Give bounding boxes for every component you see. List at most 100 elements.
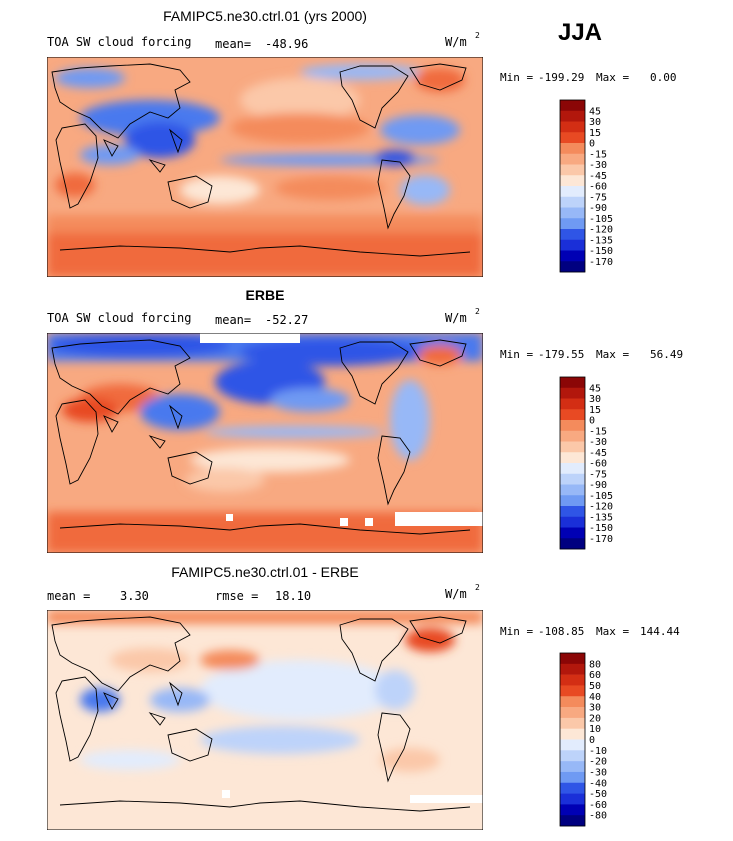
colorbar-tick-label: -120 — [589, 502, 613, 513]
colorbar-box — [560, 229, 585, 241]
colorbar-tick-label: -30 — [589, 437, 607, 448]
colorbar-tick-label: -150 — [589, 523, 613, 534]
colorbar-tick-label: 10 — [589, 724, 601, 735]
min-label: Min = — [500, 625, 533, 638]
colorbar-box — [560, 728, 585, 740]
colorbar-box — [560, 663, 585, 675]
variable-label: TOA SW cloud forcing — [47, 311, 192, 325]
colorbar-box — [560, 473, 585, 485]
colorbar-box — [560, 653, 585, 665]
colorbar-tick-label: 30 — [589, 117, 601, 128]
colorbar-tick-label: -60 — [589, 459, 607, 470]
min-label: Min = — [500, 71, 533, 84]
colorbar-box — [560, 100, 585, 112]
colorbar-box — [560, 452, 585, 464]
min-label: Min = — [500, 348, 533, 361]
colorbar-tick-label: 0 — [589, 139, 595, 150]
colorbar-box — [560, 409, 585, 421]
colorbar-tick-label: 45 — [589, 106, 601, 117]
colorbar-box — [560, 121, 585, 133]
colorbar-box — [560, 153, 585, 165]
colorbar-tick-label: -105 — [589, 214, 613, 225]
colorbar-box — [560, 420, 585, 432]
colorbar-box — [560, 506, 585, 518]
mean-value: -48.96 — [265, 37, 308, 51]
colorbar-tick-label: -90 — [589, 203, 607, 214]
colorbar-box — [560, 782, 585, 794]
panel-difference: FAMIPC5.ne30.ctrl.01 - ERBE mean = 3.30 … — [47, 564, 680, 830]
colorbar-box — [560, 261, 585, 273]
colorbar-box — [560, 239, 585, 251]
colorbar-box — [560, 707, 585, 719]
map-field — [47, 610, 483, 830]
colorbar-tick-label: -105 — [589, 491, 613, 502]
colorbar: 4530150-15-30-45-60-75-90-105-120-135-15… — [559, 376, 613, 550]
colorbar-box — [560, 186, 585, 198]
variable-label: TOA SW cloud forcing — [47, 35, 192, 49]
colorbar-tick-label: -45 — [589, 448, 607, 459]
colorbar-tick-label: 45 — [589, 383, 601, 394]
colorbar-tick-label: 30 — [589, 703, 601, 714]
panel-model: FAMIPC5.ne30.ctrl.01 (yrs 2000) TOA SW c… — [47, 8, 677, 277]
colorbar-box — [560, 218, 585, 230]
svg-text:W/m: W/m — [445, 311, 467, 325]
colorbar-box — [560, 196, 585, 208]
units-label: W/m 2 — [445, 307, 480, 325]
map-field — [47, 333, 483, 553]
colorbar: 4530150-15-30-45-60-75-90-105-120-135-15… — [559, 99, 613, 273]
colorbar-box — [560, 516, 585, 528]
colorbar-tick-label: 15 — [589, 405, 601, 416]
svg-text:W/m: W/m — [445, 35, 467, 49]
colorbar-box — [560, 143, 585, 155]
colorbar-tick-label: -170 — [589, 257, 613, 268]
colorbar-box — [560, 750, 585, 762]
colorbar-box — [560, 164, 585, 176]
colorbar-box — [560, 387, 585, 399]
colorbar-tick-label: -30 — [589, 767, 607, 778]
panel-title: FAMIPC5.ne30.ctrl.01 - ERBE — [171, 564, 359, 580]
colorbar-tick-label: -75 — [589, 469, 607, 480]
units-label: W/m 2 — [445, 583, 480, 601]
colorbar-tick-label: 30 — [589, 394, 601, 405]
svg-text:2: 2 — [475, 583, 480, 592]
min-value: -108.85 — [538, 625, 584, 638]
colorbar-box — [560, 377, 585, 389]
colorbar-tick-label: 0 — [589, 416, 595, 427]
colorbar-box — [560, 674, 585, 686]
mean-label: mean= — [215, 313, 251, 327]
max-label: Max = — [596, 625, 629, 638]
colorbar-tick-label: 15 — [589, 128, 601, 139]
mean-label: mean = — [47, 589, 90, 603]
colorbar-box — [560, 430, 585, 442]
mean-value: 3.30 — [120, 589, 149, 603]
units-label: W/m 2 — [445, 31, 480, 49]
max-value: 56.49 — [650, 348, 683, 361]
max-label: Max = — [596, 71, 629, 84]
colorbar-box — [560, 441, 585, 453]
colorbar-frame — [559, 376, 586, 550]
svg-text:2: 2 — [475, 307, 480, 316]
colorbar-box — [560, 804, 585, 816]
colorbar-tick-label: -120 — [589, 225, 613, 236]
colorbar-box — [560, 207, 585, 219]
colorbar-box — [560, 685, 585, 697]
colorbar-tick-label: -135 — [589, 512, 613, 523]
colorbar-frame — [559, 99, 586, 273]
max-value: 0.00 — [650, 71, 677, 84]
colorbar-box — [560, 250, 585, 262]
colorbar-tick-label: 60 — [589, 670, 601, 681]
rmse-value: 18.10 — [275, 589, 311, 603]
colorbar-tick-label: 40 — [589, 692, 601, 703]
colorbar-box — [560, 538, 585, 550]
colorbar-tick-label: -15 — [589, 149, 607, 160]
colorbar-tick-label: -10 — [589, 746, 607, 757]
svg-text:2: 2 — [475, 31, 480, 40]
map-field — [47, 57, 483, 277]
colorbar-tick-label: -90 — [589, 480, 607, 491]
colorbar-box — [560, 815, 585, 827]
colorbar-box — [560, 110, 585, 122]
mean-value: -52.27 — [265, 313, 308, 327]
colorbar-box — [560, 463, 585, 475]
colorbar-box — [560, 771, 585, 784]
